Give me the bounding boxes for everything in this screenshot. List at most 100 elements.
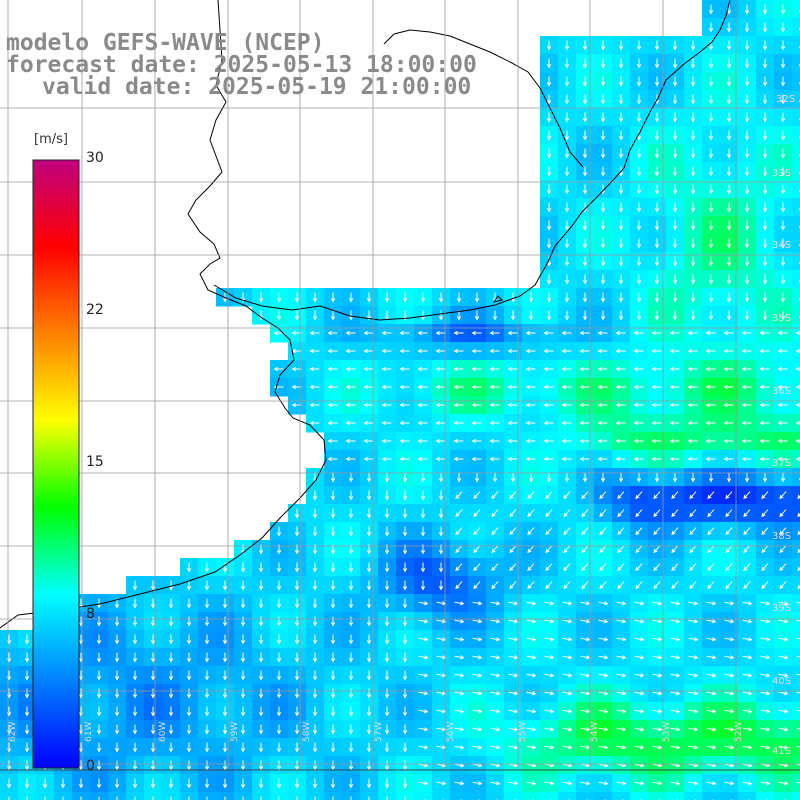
wind-arrow: [797, 530, 800, 536]
wind-arrow: [260, 796, 262, 800]
wind-arrow: [527, 563, 535, 572]
wind-arrow: [779, 509, 787, 518]
wind-arrow: [707, 509, 715, 518]
wind-arrow: [725, 545, 733, 554]
wind-arrow: [240, 724, 246, 735]
wind-cell: [126, 792, 145, 800]
wind-arrow: [381, 420, 392, 426]
wind-arrow: [741, 366, 752, 372]
wind-cell: [432, 792, 451, 800]
wind-arrow: [384, 292, 390, 303]
wind-cell: [522, 792, 541, 800]
wind-arrow: [797, 584, 800, 590]
wind-arrow: [438, 310, 444, 321]
wind-arrow: [708, 166, 714, 177]
wind-arrow: [24, 778, 30, 789]
wind-arrow: [724, 601, 735, 606]
wind-arrow: [132, 616, 138, 627]
wind-arrow: [688, 727, 699, 732]
wind-arrow: [526, 781, 537, 786]
wind-arrow: [363, 330, 374, 336]
wind-arrow: [615, 348, 626, 354]
wind-arrow: [744, 94, 750, 105]
wind-arrow: [726, 94, 732, 105]
wind-arrow: [222, 742, 228, 753]
wind-arrow: [780, 310, 786, 321]
wind-arrow: [672, 58, 678, 69]
wind-arrow: [132, 670, 138, 681]
wind-arrow: [707, 527, 715, 536]
wind-arrow: [725, 527, 733, 536]
wind-arrow: [726, 40, 732, 51]
wind-arrow: [294, 616, 300, 627]
wind-cell: [108, 792, 127, 800]
wind-arrow: [132, 688, 138, 699]
wind-arrow: [435, 384, 446, 390]
wind-arrow: [795, 438, 800, 444]
wind-arrow: [615, 438, 626, 444]
wind-arrow: [258, 562, 264, 573]
wind-arrow: [276, 688, 282, 699]
wind-arrow: [562, 673, 573, 678]
wind-arrow: [168, 706, 174, 717]
wind-arrow: [633, 384, 644, 390]
wind-arrow: [471, 330, 482, 336]
wind-arrow: [778, 673, 789, 678]
wind-arrow: [545, 491, 553, 500]
wind-arrow: [651, 348, 662, 354]
wind-arrow: [579, 438, 590, 444]
wind-cell: [792, 468, 800, 487]
wind-arrow: [114, 742, 120, 753]
wind-arrow: [778, 691, 789, 696]
wind-arrow: [564, 256, 570, 267]
wind-arrow: [508, 727, 519, 732]
wind-arrow: [490, 619, 501, 624]
wind-arrow: [636, 184, 642, 195]
wind-arrow: [561, 384, 572, 390]
wind-cell: [792, 540, 800, 559]
wind-arrow: [489, 384, 500, 390]
wind-arrow: [600, 76, 606, 87]
wind-arrow: [240, 778, 246, 789]
wind-arrow: [491, 545, 499, 554]
wind-arrow: [543, 420, 554, 426]
wind-arrow: [348, 688, 354, 699]
wind-arrow: [453, 366, 464, 372]
wind-arrow: [653, 509, 661, 518]
wind-arrow: [762, 40, 768, 51]
wind-arrow: [420, 562, 426, 573]
wind-arrow: [778, 727, 789, 732]
wind-cell: [558, 792, 577, 800]
wind-arrow: [62, 796, 64, 800]
wind-arrow: [616, 601, 627, 606]
wind-arrow: [363, 402, 374, 408]
lat-label-35s: 35S: [772, 313, 792, 324]
wind-arrow: [438, 508, 444, 519]
wind-arrow: [276, 562, 282, 573]
wind-arrow: [690, 166, 696, 177]
wind-arrow: [690, 238, 696, 249]
wind-arrow: [420, 526, 426, 537]
wind-arrow: [796, 601, 800, 604]
wind-cell: [324, 792, 343, 800]
wind-arrow: [543, 402, 554, 408]
wind-cell: [360, 792, 379, 800]
wind-arrow: [455, 581, 463, 590]
wind-arrow: [507, 402, 518, 408]
wind-arrow: [561, 330, 572, 336]
wind-arrow: [545, 563, 553, 572]
wind-arrow: [546, 94, 552, 105]
wind-arrow: [330, 724, 336, 735]
wind-arrow: [669, 366, 680, 372]
wind-arrow: [652, 619, 663, 624]
colorbar-tick-8: 8: [86, 606, 95, 622]
wind-arrow: [762, 22, 768, 33]
wind-arrow: [708, 112, 714, 123]
wind-arrow: [616, 709, 627, 714]
wind-arrow: [348, 472, 354, 483]
wind-arrow: [672, 472, 678, 483]
wind-arrow: [672, 76, 678, 87]
wind-arrow: [654, 130, 660, 141]
wind-arrow: [455, 491, 463, 500]
wind-arrow: [204, 742, 210, 753]
